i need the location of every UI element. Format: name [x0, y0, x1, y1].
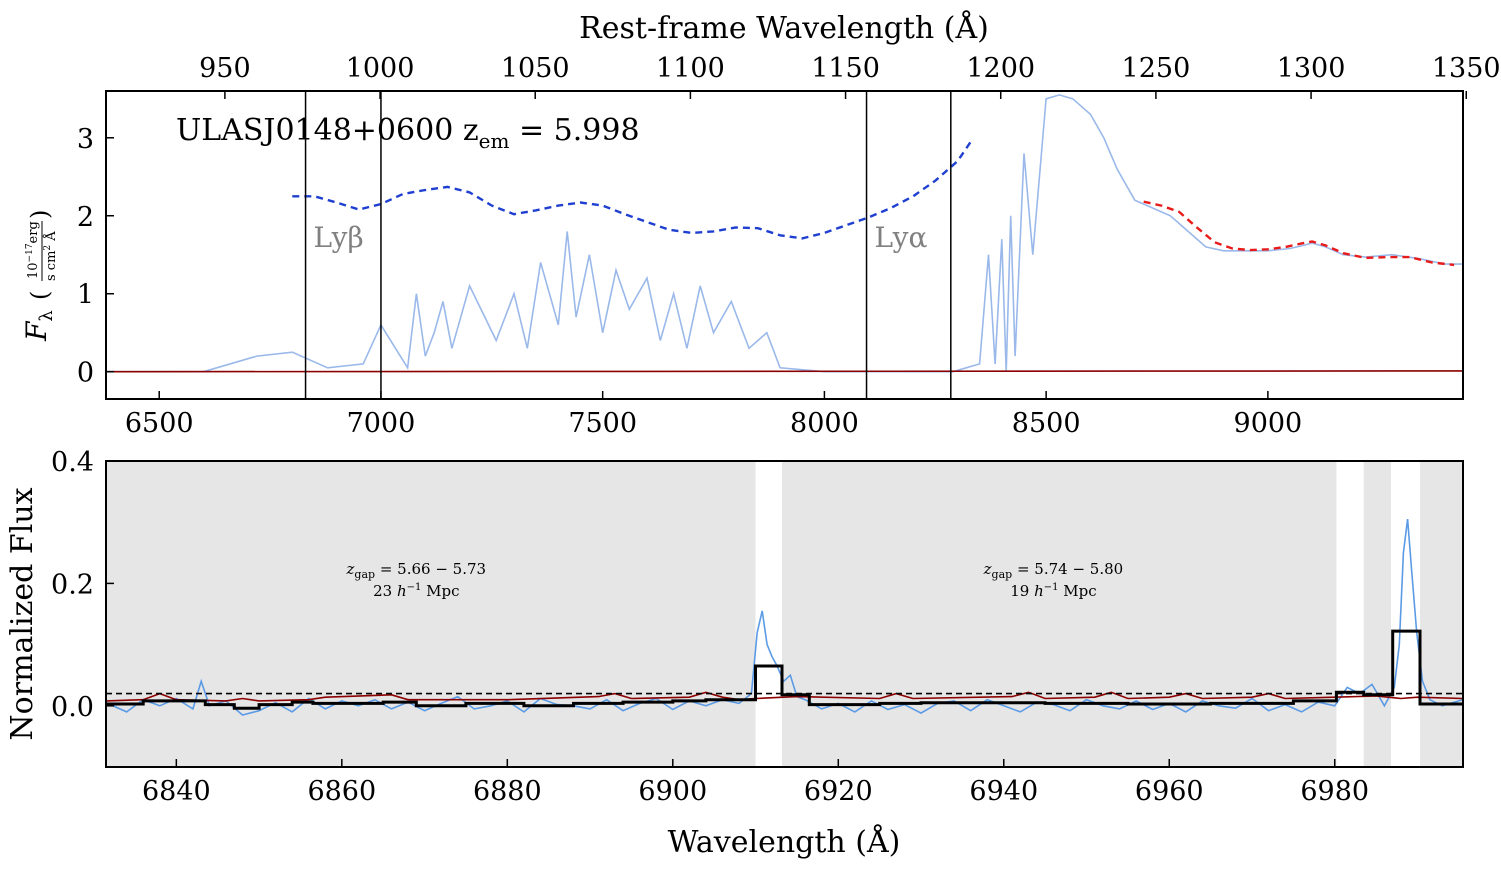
top-series-1: [292, 141, 972, 240]
top-rest-tick-label-1: 1000: [346, 53, 415, 84]
shaded-region-3: [1419, 461, 1463, 767]
binned-flux-step: [106, 629, 1463, 710]
top-x-tick-label-1: 7000: [347, 408, 416, 439]
bottom-plot-frame: [105, 460, 1464, 768]
top-rest-tick-label-7: 1300: [1277, 53, 1346, 84]
bottom-x-axis-label: Wavelength (Å): [668, 824, 901, 860]
shaded-region-0: [106, 461, 756, 767]
top-y-tick-label-3: 3: [77, 124, 94, 155]
bottom-x-tick-label-2: 6880: [473, 776, 542, 807]
top-series-2: [1143, 200, 1455, 267]
gap-redshift-label-0: zgap = 5.66 − 5.73: [346, 560, 487, 581]
bottom-y-tick-label-1: 0.2: [51, 569, 94, 600]
top-plot-frame: [105, 90, 1464, 400]
bottom-x-tick-label-0: 6840: [142, 776, 211, 807]
bottom-x-tick-label-4: 6920: [804, 776, 873, 807]
top-series-3: [106, 370, 1463, 373]
gap-redshift-label-1: zgap = 5.74 − 5.80: [983, 560, 1124, 581]
gap-size-label-0: 23 h−1 Mpc: [373, 582, 459, 600]
bottom-zoom-panel: 6840 6860 6880 6900 6920 6940 6960 6980 0.4 0.2 0.…: [5, 447, 1464, 860]
top-x-tick-label-0: 6500: [125, 408, 194, 439]
bottom-y-tick-label-0: 0.4: [51, 447, 94, 478]
bottom-x-tick-label-5: 6940: [969, 776, 1038, 807]
shaded-region-2: [1363, 461, 1392, 767]
marker-label-1: Lyα: [875, 221, 928, 254]
bottom-series-0: [106, 519, 1463, 716]
bottom-x-tick-label-1: 6860: [307, 776, 376, 807]
bottom-y-axis-label: Normalized Flux: [5, 487, 40, 740]
shaded-region-1: [782, 461, 1337, 767]
bottom-x-tick-label-6: 6960: [1135, 776, 1204, 807]
top-y-axis-label: Fλ ( 10−17erg s cm2 Å ): [20, 210, 59, 342]
top-rest-tick-label-3: 1100: [656, 53, 725, 84]
bottom-series-1: [106, 691, 1463, 702]
top-y-tick-label-1: 1: [77, 280, 94, 311]
top-x-tick-label-4: 8500: [1012, 408, 1081, 439]
bottom-y-tick-label-2: 0.0: [51, 692, 94, 723]
quasar-annotation: ULASJ0148+0600 zem = 5.998: [176, 113, 640, 153]
gap-size-label-1: 19 h−1 Mpc: [1010, 582, 1096, 600]
top-rest-tick-label-6: 1250: [1122, 53, 1191, 84]
svg-text:Fλ: Fλ: [20, 310, 57, 342]
svg-text:): ): [26, 210, 54, 219]
bottom-x-tick-label-7: 6980: [1300, 776, 1369, 807]
top-x-tick-label-3: 8000: [790, 408, 859, 439]
bottom-x-tick-label-3: 6900: [638, 776, 707, 807]
top-rest-tick-label-2: 1050: [501, 53, 570, 84]
svg-text:s cm2 Å: s cm2 Å: [43, 231, 59, 281]
top-rest-tick-label-5: 1200: [966, 53, 1035, 84]
marker-label-0: Lyβ: [314, 221, 364, 254]
top-rest-tick-label-8: 1350: [1432, 53, 1501, 84]
top-x-axis-label: Rest-frame Wavelength (Å): [579, 10, 989, 46]
svg-text:10−17erg: 10−17erg: [25, 221, 41, 279]
top-x-tick-label-2: 7500: [568, 408, 637, 439]
top-x-tick-label-5: 9000: [1234, 408, 1303, 439]
top-y-tick-label-0: 0: [77, 358, 94, 389]
top-y-tick-label-2: 2: [77, 202, 94, 233]
top-rest-tick-label-0: 950: [199, 53, 251, 84]
svg-text:(: (: [26, 291, 54, 300]
top-spectrum-panel: Lyβ Lyα 6500 7000 7500 8000 8500 9000 0 1 2 3 950 10…: [20, 10, 1501, 439]
top-rest-tick-label-4: 1150: [811, 53, 880, 84]
